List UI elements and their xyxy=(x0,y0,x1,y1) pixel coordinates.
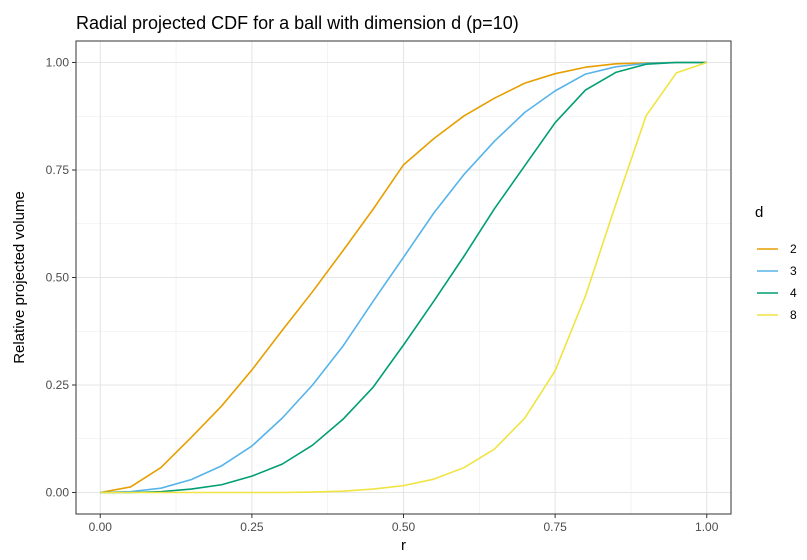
y-tick-label: 0.50 xyxy=(46,271,70,285)
y-axis: 0.00 0.25 0.50 0.75 1.00 xyxy=(46,56,76,500)
x-tick-label: 0.00 xyxy=(89,520,113,534)
x-axis: 0.00 0.25 0.50 0.75 1.00 xyxy=(89,514,719,534)
y-tick-label: 0.25 xyxy=(46,378,70,392)
legend: d 2 3 4 8 xyxy=(755,204,797,322)
series-line-d4 xyxy=(100,61,707,494)
y-tick-label: 0.00 xyxy=(46,486,70,500)
chart-title: Radial projected CDF for a ball with dim… xyxy=(76,13,519,33)
legend-label-d8: 8 xyxy=(790,308,797,322)
legend-label-d4: 4 xyxy=(790,286,797,300)
y-tick-label: 1.00 xyxy=(46,56,70,70)
x-tick-label: 0.75 xyxy=(543,520,567,534)
y-tick-label: 0.75 xyxy=(46,163,70,177)
legend-label-d3: 3 xyxy=(790,264,797,278)
x-tick-label: 0.25 xyxy=(240,520,264,534)
series-line-d8 xyxy=(100,61,707,494)
grid-lines xyxy=(76,41,731,514)
legend-title: d xyxy=(755,204,763,221)
legend-label-d2: 2 xyxy=(790,242,797,256)
series-line-d3 xyxy=(100,61,707,494)
series-lines xyxy=(100,61,707,494)
y-axis-title: Relative projected volume xyxy=(11,191,28,364)
x-axis-title: r xyxy=(401,537,406,554)
series-line-d2 xyxy=(100,61,707,494)
x-tick-label: 1.00 xyxy=(695,520,719,534)
x-tick-label: 0.50 xyxy=(392,520,416,534)
